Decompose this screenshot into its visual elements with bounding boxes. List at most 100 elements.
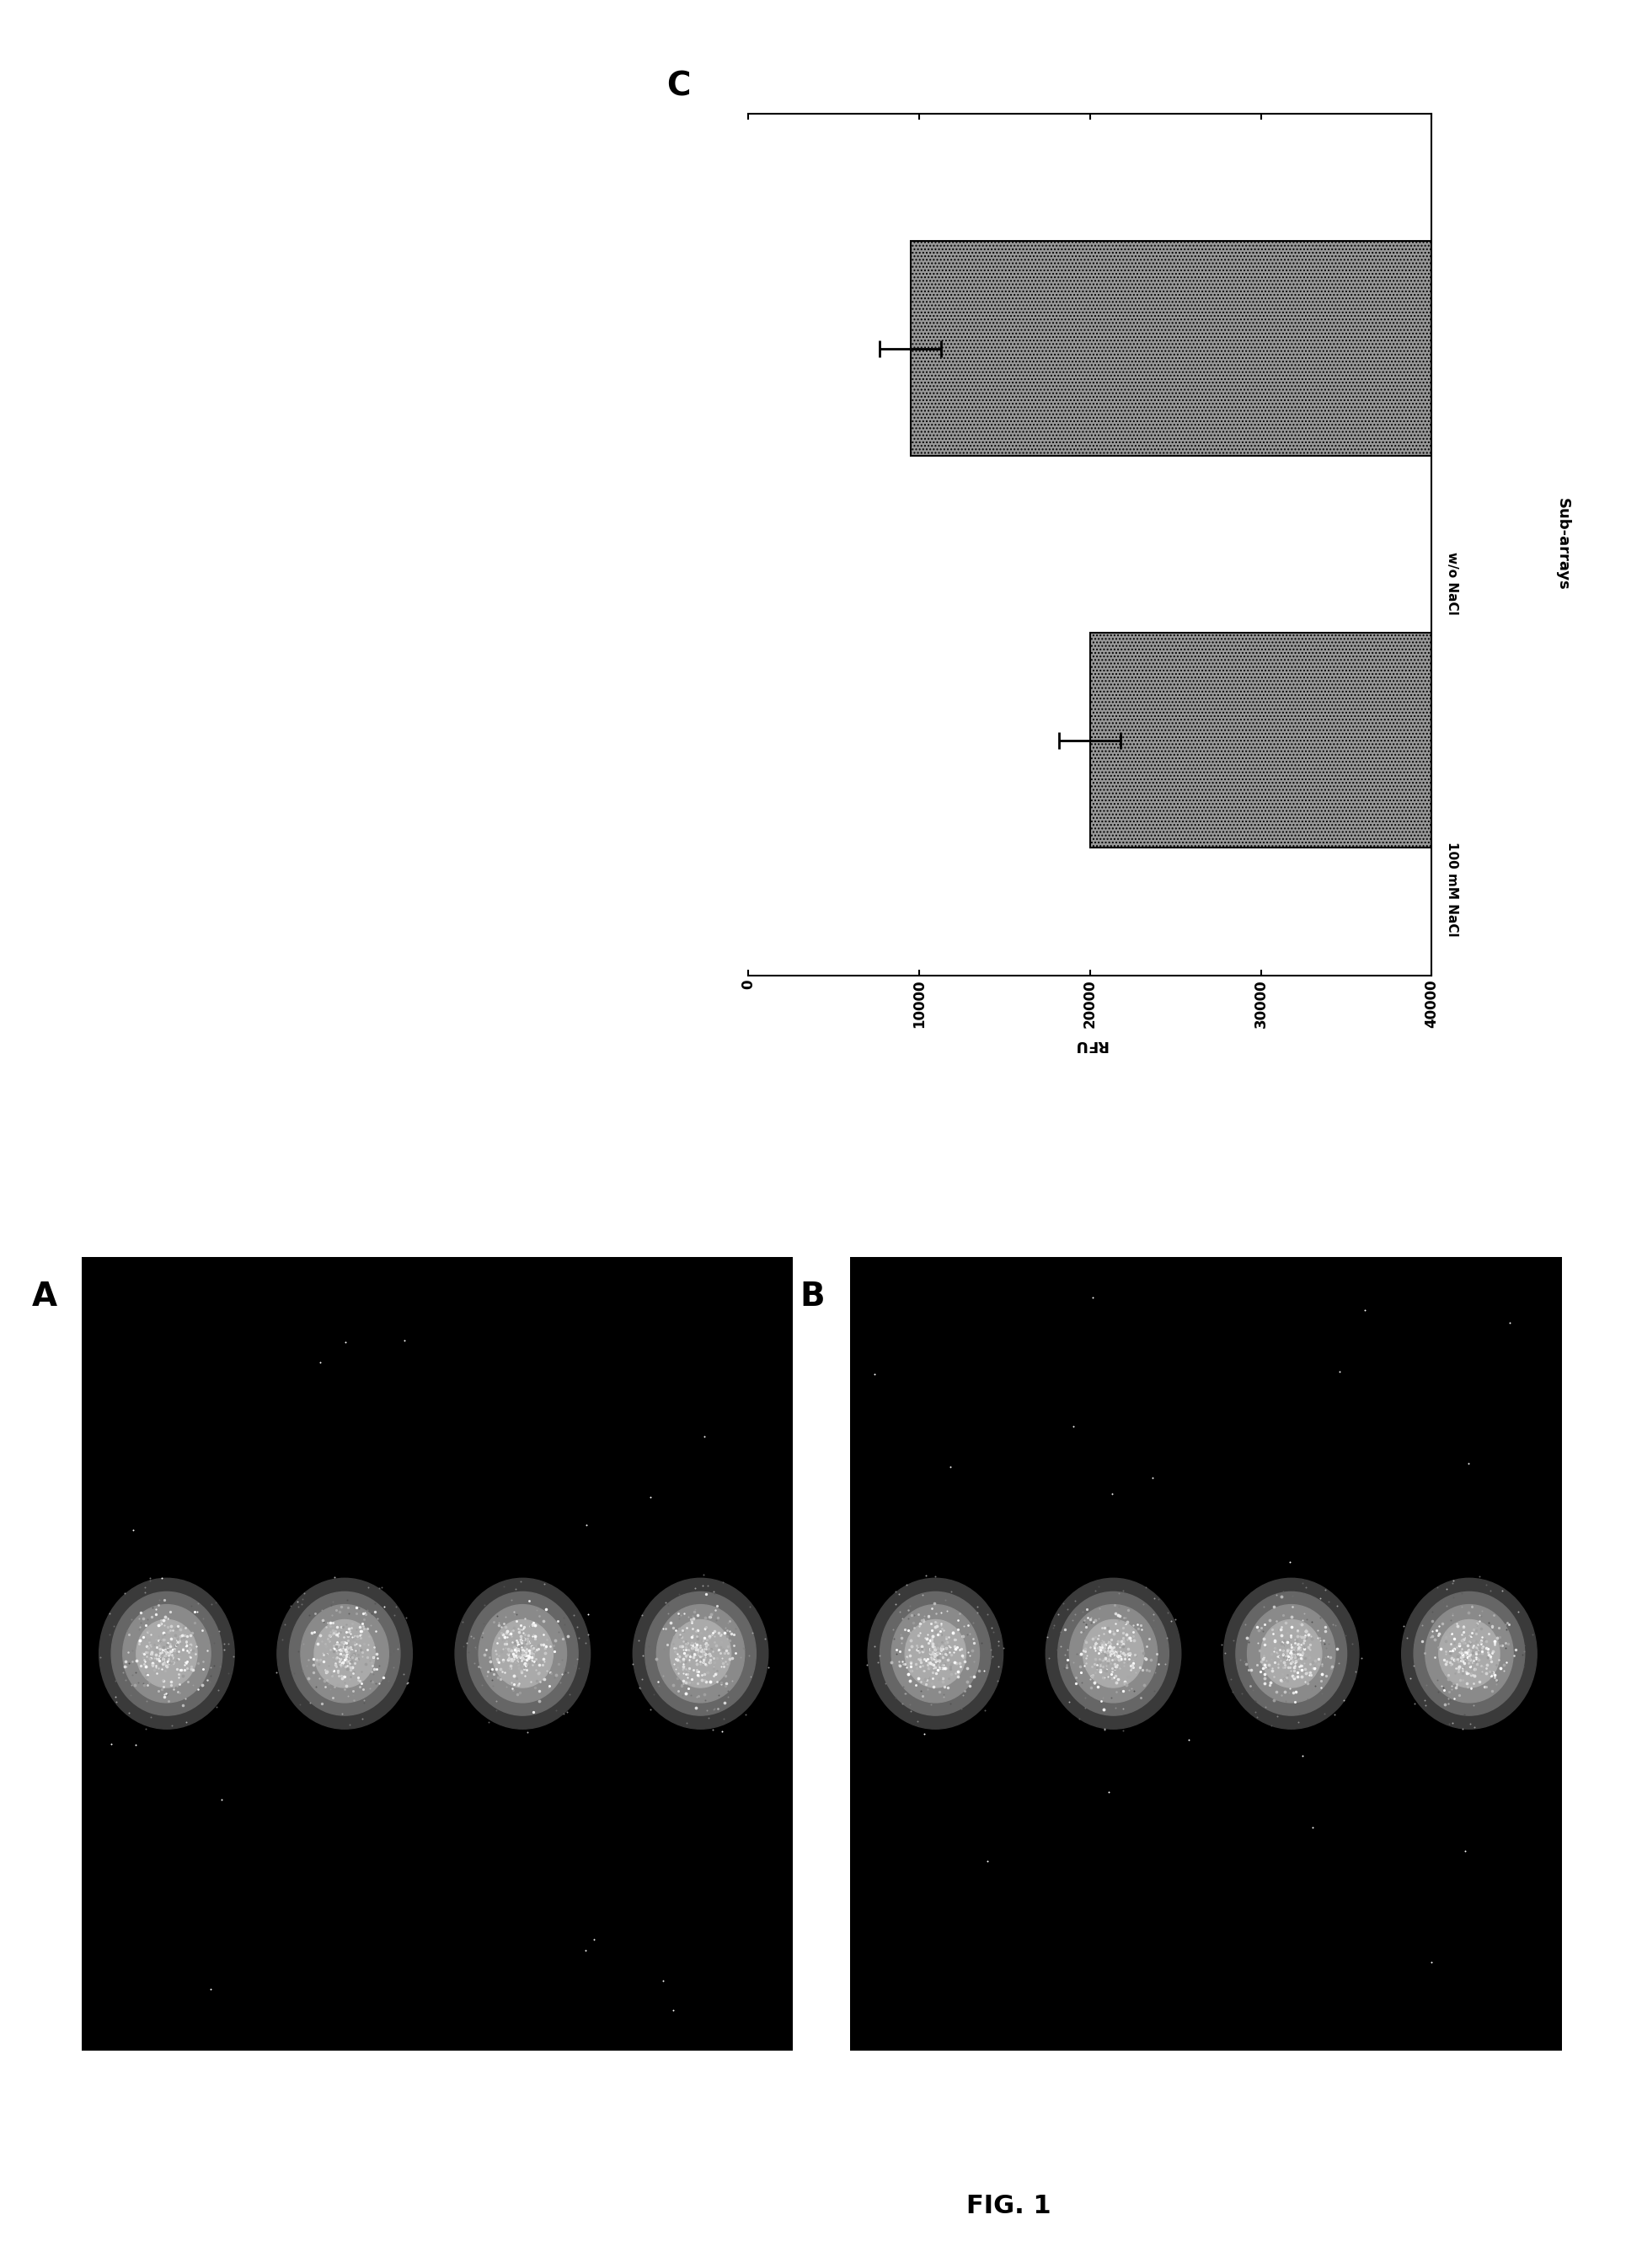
- Point: [675, 1579, 701, 1615]
- Point: [660, 1619, 686, 1656]
- Point: [515, 1583, 541, 1619]
- Point: [1293, 1613, 1319, 1649]
- Point: [924, 1626, 950, 1662]
- Point: [460, 1619, 486, 1656]
- Point: [1270, 1662, 1296, 1699]
- Point: [1301, 1667, 1327, 1703]
- Point: [1481, 1658, 1507, 1694]
- Point: [681, 1635, 707, 1672]
- Point: [1065, 1701, 1091, 1737]
- Point: [1459, 1633, 1485, 1669]
- Point: [148, 1601, 174, 1637]
- Point: [1483, 1662, 1509, 1699]
- Point: [709, 1565, 735, 1601]
- Point: [174, 1642, 200, 1678]
- Point: [930, 1665, 956, 1701]
- Point: [506, 1628, 532, 1665]
- Point: [1446, 1676, 1472, 1712]
- Point: [512, 1647, 538, 1683]
- Point: [701, 1658, 727, 1694]
- Point: [122, 1726, 148, 1762]
- Point: [675, 1635, 701, 1672]
- Point: [501, 1628, 527, 1665]
- Point: [1470, 1626, 1496, 1662]
- Point: [1285, 1617, 1311, 1653]
- Point: [1390, 1608, 1416, 1644]
- Point: [520, 1619, 546, 1656]
- Point: [338, 1642, 364, 1678]
- Point: [1429, 1606, 1455, 1642]
- Point: [894, 1640, 920, 1676]
- Point: [1088, 1628, 1114, 1665]
- Point: [146, 1642, 172, 1678]
- Point: [1494, 1606, 1520, 1642]
- Point: [530, 1617, 556, 1653]
- Point: [512, 1622, 538, 1658]
- Point: [488, 1633, 514, 1669]
- Point: [509, 1647, 535, 1683]
- Point: [1280, 1658, 1306, 1694]
- Point: [1254, 1651, 1280, 1687]
- Point: [948, 1637, 974, 1674]
- Point: [678, 1631, 704, 1667]
- Point: [914, 1642, 940, 1678]
- Point: [1115, 1635, 1141, 1672]
- Point: [675, 1653, 701, 1690]
- Point: [179, 1633, 205, 1669]
- Point: [1233, 1606, 1259, 1642]
- Point: [494, 1619, 520, 1656]
- Point: [1063, 1660, 1089, 1696]
- Point: [145, 1617, 171, 1653]
- Point: [1089, 1642, 1115, 1678]
- Point: [917, 1606, 943, 1642]
- Point: [1450, 1608, 1476, 1644]
- Point: [906, 1617, 932, 1653]
- Point: [148, 1642, 174, 1678]
- Point: [1250, 1626, 1276, 1662]
- Point: [320, 1615, 346, 1651]
- Point: [915, 1597, 941, 1633]
- Point: [151, 1662, 177, 1699]
- Point: [1106, 1635, 1132, 1672]
- Point: [1393, 1619, 1419, 1656]
- Point: [148, 1633, 174, 1669]
- Point: [146, 1606, 172, 1642]
- Point: [1504, 1592, 1530, 1628]
- Point: [127, 1647, 153, 1683]
- Point: [115, 1644, 141, 1681]
- Point: [174, 1633, 200, 1669]
- Point: [541, 1622, 567, 1658]
- Point: [1276, 1635, 1302, 1672]
- Point: [878, 1644, 904, 1681]
- Point: [504, 1640, 530, 1676]
- Point: [1450, 1640, 1476, 1676]
- Point: [702, 1601, 728, 1637]
- Point: [1281, 1622, 1307, 1658]
- Point: [1267, 1637, 1293, 1674]
- Point: [1111, 1647, 1137, 1683]
- Point: [1063, 1635, 1089, 1672]
- Point: [1093, 1637, 1119, 1674]
- Point: [1109, 1615, 1135, 1651]
- Point: [1449, 1635, 1475, 1672]
- Point: [1446, 1662, 1472, 1699]
- Point: [1288, 1631, 1314, 1667]
- Point: [1429, 1669, 1455, 1706]
- Point: [1465, 1642, 1491, 1678]
- Point: [1267, 1642, 1293, 1678]
- Point: [1252, 1649, 1278, 1685]
- Point: [159, 1613, 185, 1649]
- Point: [363, 1613, 389, 1649]
- Point: [335, 1644, 361, 1681]
- Point: [148, 1642, 174, 1678]
- Point: [348, 1665, 374, 1701]
- Point: [392, 1599, 418, 1635]
- Point: [911, 1597, 937, 1633]
- Point: [1493, 1628, 1519, 1665]
- Point: [1047, 1628, 1073, 1665]
- Point: [898, 1647, 924, 1683]
- Point: [1273, 1631, 1299, 1667]
- Point: [289, 1653, 315, 1690]
- Point: [320, 1603, 346, 1640]
- Point: [928, 1603, 954, 1640]
